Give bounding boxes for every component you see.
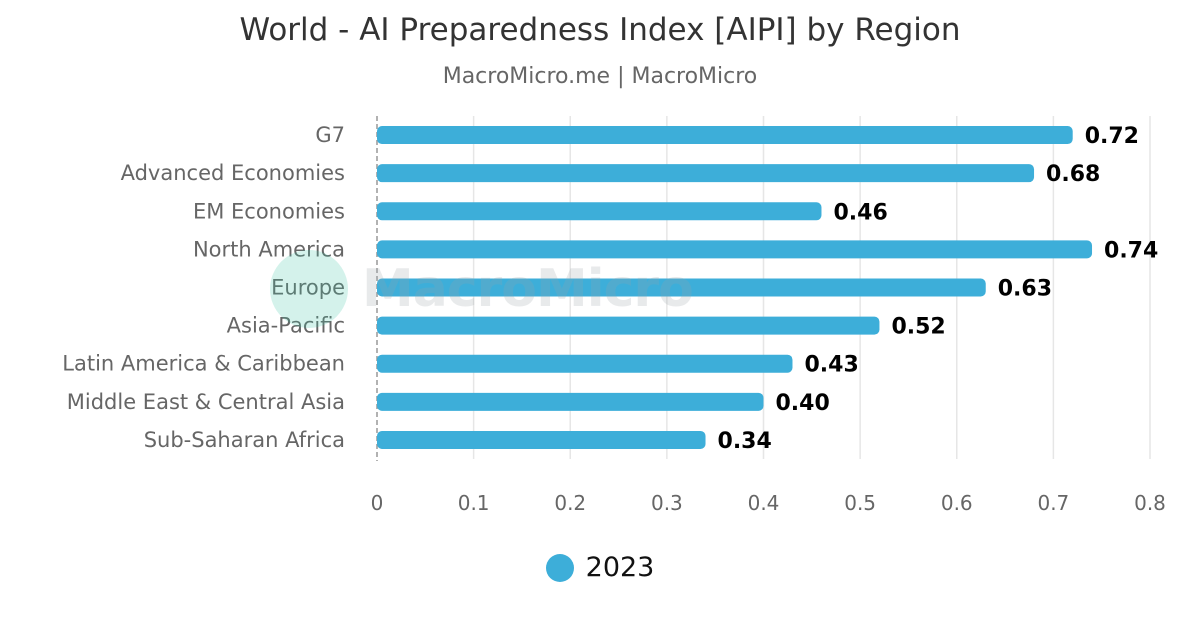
x-tick-label: 0.4 — [748, 491, 780, 515]
category-label: Sub-Saharan Africa — [144, 428, 345, 452]
data-label: 0.68 — [1046, 162, 1100, 187]
category-label: Asia-Pacific — [227, 314, 345, 338]
data-label: 0.40 — [776, 391, 830, 416]
chart-title: World - AI Preparedness Index [AIPI] by … — [239, 12, 961, 48]
data-label: 0.46 — [833, 200, 887, 225]
bar — [377, 164, 1035, 183]
x-tick-label: 0.1 — [458, 491, 490, 515]
chart-subtitle: MacroMicro.me | MacroMicro — [442, 64, 758, 89]
x-tick-label: 0.8 — [1134, 491, 1166, 515]
x-tick-label: 0.5 — [844, 491, 876, 515]
legend-marker — [545, 553, 574, 582]
data-label: 0.72 — [1085, 124, 1139, 149]
data-label: 0.34 — [718, 429, 772, 454]
legend-label: 2023 — [585, 552, 655, 583]
x-tick-label: 0 — [371, 491, 384, 515]
category-label: Advanced Economies — [121, 161, 345, 185]
bar — [377, 278, 986, 297]
data-label: 0.74 — [1104, 238, 1158, 263]
category-label: Europe — [271, 276, 345, 300]
data-label: 0.43 — [804, 353, 858, 378]
category-label: North America — [193, 237, 345, 261]
bar — [377, 392, 764, 411]
legend[interactable]: 2023 — [0, 552, 1200, 583]
data-label: 0.52 — [891, 315, 945, 340]
bar — [377, 430, 706, 449]
bar — [377, 126, 1073, 145]
bar — [377, 202, 822, 221]
bar — [377, 354, 793, 373]
category-label: EM Economies — [193, 199, 345, 223]
category-label: G7 — [315, 123, 345, 147]
bar — [377, 240, 1093, 259]
bar — [377, 316, 880, 335]
category-label: Latin America & Caribbean — [62, 352, 345, 376]
x-tick-label: 0.2 — [554, 491, 586, 515]
category-label: Middle East & Central Asia — [67, 390, 345, 414]
data-label: 0.63 — [998, 277, 1052, 302]
x-tick-label: 0.3 — [651, 491, 683, 515]
x-tick-label: 0.7 — [1037, 491, 1069, 515]
x-tick-label: 0.6 — [941, 491, 973, 515]
